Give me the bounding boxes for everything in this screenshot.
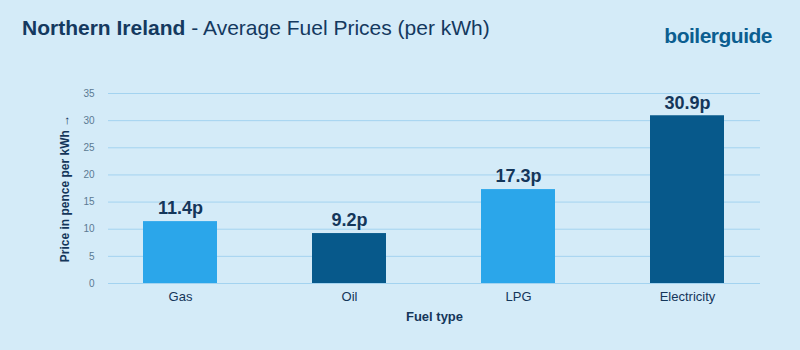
svg-text:Fuel type: Fuel type [406, 309, 463, 324]
svg-text:25: 25 [83, 142, 95, 153]
svg-text:20: 20 [83, 169, 95, 180]
svg-text:0: 0 [89, 278, 95, 289]
svg-text:17.3p: 17.3p [495, 166, 541, 186]
svg-text:5: 5 [89, 251, 95, 262]
svg-text:11.4p: 11.4p [158, 198, 203, 218]
svg-text:LPG: LPG [505, 289, 531, 304]
svg-text:35: 35 [83, 88, 95, 99]
svg-text:30.9p: 30.9p [664, 93, 710, 113]
svg-text:15: 15 [83, 196, 95, 207]
svg-text:Price in pence per kWh →: Price in pence per kWh → [58, 115, 72, 262]
html-text:Northern Ireland - Average Fue: Northern Ireland - Average Fuel Prices (… [22, 16, 490, 39]
html-text:boilerguide: boilerguide [664, 24, 772, 47]
svg-text:30: 30 [83, 115, 95, 126]
svg-text:Oil: Oil [342, 289, 358, 304]
svg-text:10: 10 [83, 223, 95, 234]
svg-text:Electricity: Electricity [660, 289, 716, 304]
svg-text:9.2p: 9.2p [331, 210, 367, 230]
svg-text:Gas: Gas [169, 289, 193, 304]
